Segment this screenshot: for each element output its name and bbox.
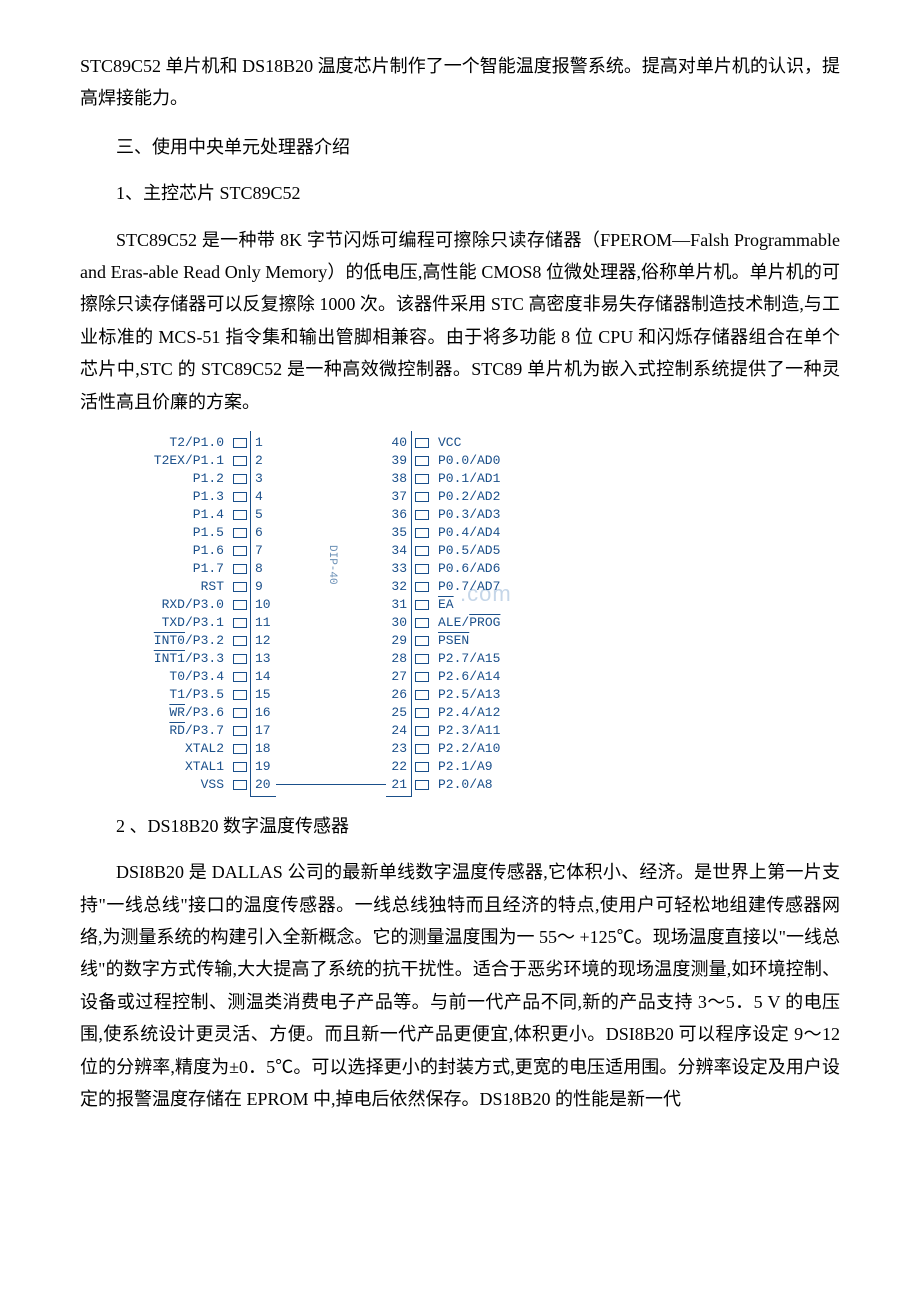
pin-connector bbox=[415, 438, 429, 448]
pin-connector bbox=[233, 708, 247, 718]
pin-left-label: VSS bbox=[120, 773, 230, 796]
pin-connector bbox=[233, 762, 247, 772]
pin-connector bbox=[415, 654, 429, 664]
pin-connector bbox=[233, 528, 247, 538]
pin-connector bbox=[233, 438, 247, 448]
pin-connector bbox=[415, 726, 429, 736]
pin-connector bbox=[233, 636, 247, 646]
pin-connector bbox=[233, 672, 247, 682]
pin-connector bbox=[415, 492, 429, 502]
pin-connector bbox=[415, 672, 429, 682]
pin-connector bbox=[415, 744, 429, 754]
pin-connector bbox=[415, 456, 429, 466]
pin-connector bbox=[233, 600, 247, 610]
pin-connector bbox=[233, 780, 247, 790]
pin-right-label: P2.0/A8 bbox=[432, 773, 562, 796]
pin-connector bbox=[415, 600, 429, 610]
pin-connector bbox=[233, 510, 247, 520]
pin-connector bbox=[415, 780, 429, 790]
subsection-1-title: 1、主控芯片 STC89C52 bbox=[80, 177, 840, 209]
pin-connector bbox=[233, 654, 247, 664]
pin-connector bbox=[415, 762, 429, 772]
pin-connector bbox=[415, 546, 429, 556]
pin-connector bbox=[415, 564, 429, 574]
subsection-1-body: STC89C52 是一种带 8K 字节闪烁可编程可擦除只读存储器（FPEROM—… bbox=[80, 224, 840, 418]
subsection-2-body: DSI8B20 是 DALLAS 公司的最新单线数字温度传感器,它体积小、经济。… bbox=[80, 856, 840, 1115]
pin-connector bbox=[233, 456, 247, 466]
pin-connector bbox=[415, 582, 429, 592]
pin-connector bbox=[415, 474, 429, 484]
pin-connector bbox=[415, 708, 429, 718]
pin-connector bbox=[233, 582, 247, 592]
pin-connector bbox=[233, 492, 247, 502]
chip-pin-row: VSS 20 21 P2.0/A8 bbox=[120, 776, 680, 794]
pin-number-left: 20 bbox=[250, 773, 276, 797]
pin-connector bbox=[415, 510, 429, 520]
section-3-title: 三、使用中央单元处理器介绍 bbox=[80, 131, 840, 163]
chip-body-cell bbox=[276, 784, 386, 785]
pin-connector bbox=[233, 474, 247, 484]
pin-connector bbox=[233, 618, 247, 628]
pin-connector bbox=[233, 726, 247, 736]
intro-paragraph: STC89C52 单片机和 DS18B20 温度芯片制作了一个智能温度报警系统。… bbox=[80, 50, 840, 115]
pin-connector bbox=[415, 618, 429, 628]
pin-connector bbox=[233, 564, 247, 574]
pin-connector bbox=[233, 546, 247, 556]
pin-connector bbox=[233, 690, 247, 700]
pin-connector bbox=[415, 636, 429, 646]
pin-connector bbox=[415, 528, 429, 538]
pin-connector bbox=[415, 690, 429, 700]
subsection-2-title: 2 、DS18B20 数字温度传感器 bbox=[80, 810, 840, 842]
pin-connector bbox=[233, 744, 247, 754]
chip-pinout-diagram: .com T2/P1.0140VCCT2EX/P1.1239P0.0/AD0P1… bbox=[80, 434, 840, 794]
pin-number-right: 21 bbox=[386, 773, 412, 797]
